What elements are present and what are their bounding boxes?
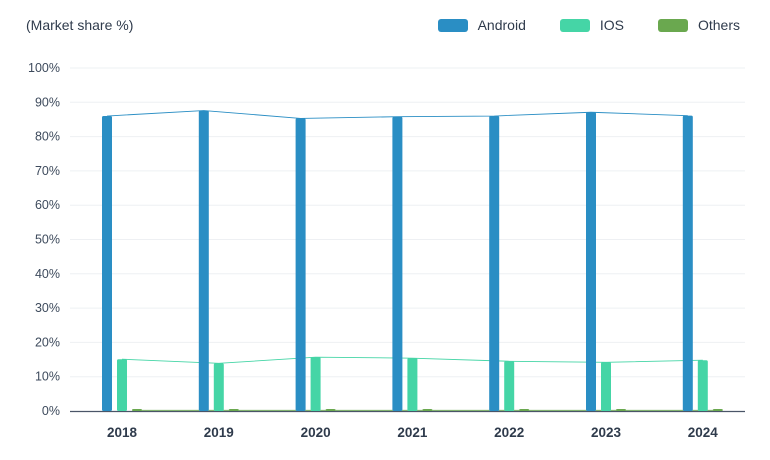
bar-ios-2022 (504, 361, 515, 411)
bar-others-2024 (712, 409, 723, 411)
bar-others-2023 (616, 409, 626, 411)
y-axis-title: (Market share %) (26, 17, 134, 33)
bar-android-2024 (682, 115, 693, 411)
y-tick-label-90: 90% (35, 95, 60, 109)
legend-label-others: Others (697, 17, 740, 33)
bar-android-2020 (295, 118, 306, 412)
y-tick-label-50: 50% (35, 233, 60, 247)
bar-ios-2021 (407, 358, 418, 411)
bar-android-2023 (586, 112, 596, 411)
legend-item-android: Android (437, 17, 526, 33)
legend-swatch-ios (559, 18, 590, 32)
y-tick-label-20: 20% (35, 335, 60, 349)
legend-label-android: Android (477, 17, 526, 33)
legend-item-ios: IOS (559, 17, 624, 33)
bar-ios-2019 (213, 363, 224, 411)
bar-android-2022 (489, 116, 500, 412)
legend-label-ios: IOS (599, 17, 624, 33)
x-tick-label-2024: 2024 (688, 425, 719, 440)
x-tick-label-2018: 2018 (107, 425, 138, 440)
legend: Android IOS Others (404, 17, 740, 33)
y-tick-label-60: 60% (35, 198, 60, 212)
y-tick-label-0: 0% (42, 404, 60, 418)
bar-ios-2018 (117, 359, 127, 411)
legend-swatch-others (657, 18, 688, 32)
y-tick-label-30: 30% (35, 301, 60, 315)
bar-ios-2024 (697, 360, 708, 411)
y-tick-label-70: 70% (35, 164, 60, 178)
x-tick-label-2020: 2020 (301, 425, 331, 440)
bar-android-2018 (102, 116, 112, 412)
bar-others-2019 (228, 409, 239, 411)
y-tick-label-100: 100% (28, 61, 60, 75)
y-tick-label-80: 80% (35, 130, 60, 144)
legend-item-others: Others (657, 17, 740, 33)
bar-android-2021 (392, 116, 403, 412)
bar-android-2019 (198, 110, 209, 412)
bar-ios-2023 (601, 362, 611, 411)
bar-ios-2020 (310, 357, 321, 411)
legend-swatch-android (437, 18, 468, 32)
x-tick-label-2022: 2022 (494, 425, 524, 440)
y-tick-label-40: 40% (35, 267, 60, 281)
bar-others-2018 (132, 409, 142, 411)
y-tick-label-10: 10% (35, 370, 60, 384)
bar-others-2022 (519, 409, 530, 411)
bar-others-2020 (325, 409, 336, 411)
bar-others-2021 (422, 409, 433, 411)
x-tick-label-2023: 2023 (591, 425, 622, 440)
x-tick-label-2021: 2021 (397, 425, 428, 440)
x-tick-label-2019: 2019 (204, 425, 234, 440)
